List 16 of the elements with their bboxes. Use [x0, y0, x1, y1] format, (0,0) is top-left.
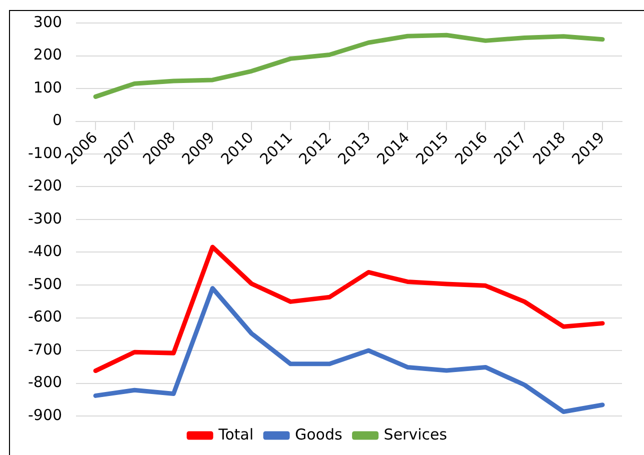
y-tick-label: 200: [33, 46, 62, 64]
y-tick-label: -900: [28, 406, 62, 424]
y-tick-label: -500: [28, 274, 62, 293]
legend-label: Goods: [294, 425, 342, 444]
y-tick-label: 0: [52, 111, 62, 130]
y-tick-label: -200: [28, 176, 62, 195]
y-tick-label: -400: [28, 242, 62, 260]
y-tick-label: 100: [33, 78, 62, 96]
legend-label: Services: [384, 425, 448, 444]
y-tick-label: 300: [33, 12, 62, 31]
y-tick-label: -800: [28, 373, 62, 392]
legend-label: Total: [217, 425, 254, 444]
y-tick-label: -600: [28, 308, 62, 326]
y-tick-label: -100: [28, 144, 62, 162]
y-tick-label: -700: [28, 340, 62, 358]
y-tick-label: -300: [28, 209, 62, 228]
